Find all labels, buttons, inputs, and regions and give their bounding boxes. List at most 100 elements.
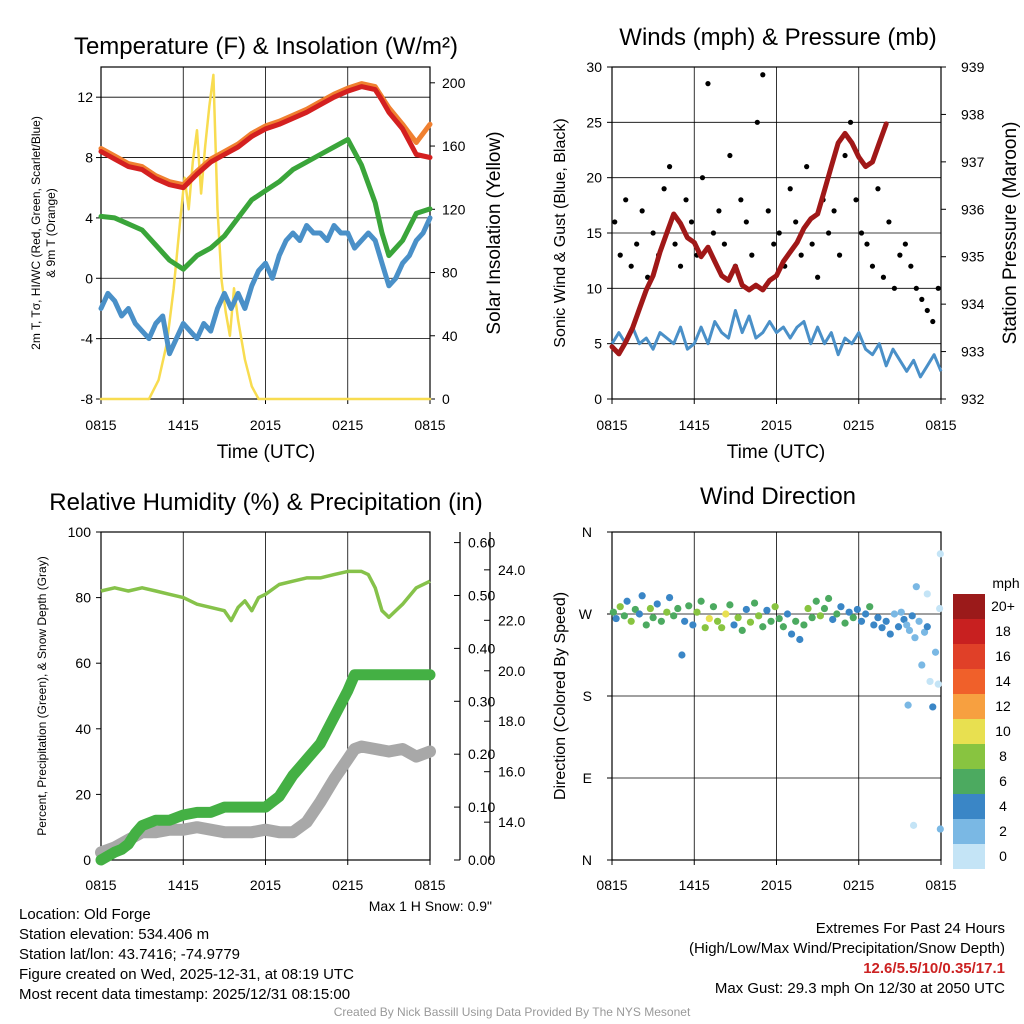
wind-gust-point [699, 175, 706, 181]
temp-series-2m-t [98, 84, 433, 191]
dir-point [908, 612, 916, 620]
dir-legend-label: 16 [995, 648, 1011, 664]
wind-gust-point [913, 285, 919, 291]
credit-line: Created By Nick Bassill Using Data Provi… [333, 1005, 691, 1019]
dir-point [779, 623, 787, 631]
wind-gust-point [749, 252, 755, 258]
temp-series-t- [98, 136, 433, 272]
dir-legend-swatch [953, 819, 985, 844]
dir-legend-label: 8 [999, 748, 1007, 764]
dir-point [934, 680, 942, 688]
rh-x-tick-label: 0215 [332, 877, 363, 893]
wind-gust-point [771, 241, 777, 247]
wind-gust-point [886, 219, 892, 225]
dir-point [824, 594, 833, 603]
dir-point [812, 597, 820, 605]
max-gust: Max Gust: 29.3 mph On 12/30 at 2050 UTC [714, 980, 1005, 997]
dir-y-tick-label: N [582, 852, 592, 868]
dir-legend-label: 4 [999, 798, 1007, 814]
dir-point [620, 612, 628, 620]
wind-y2-tick-label: 934 [961, 296, 985, 312]
rh-x-tick-label: 0815 [85, 877, 116, 893]
dir-point [886, 630, 894, 638]
dir-point [635, 610, 644, 618]
dir-point [890, 610, 898, 618]
dir-point [701, 624, 709, 632]
temp-y-tick-label: 4 [85, 210, 93, 226]
wind-title: Winds (mph) & Pressure (mb) [619, 24, 936, 51]
dir-point [897, 608, 905, 616]
dir-point [837, 603, 845, 611]
wind-gust-point [705, 81, 711, 87]
dir-point [918, 661, 926, 669]
rh-series-precipitation [95, 669, 436, 866]
wind-x-axis-label: Time (UTC) [727, 442, 826, 463]
temp-series-solar-insolation [99, 73, 432, 401]
dir-point [722, 610, 730, 618]
station-latlon: Station lat/lon: 43.7416; -74.9779 [19, 946, 241, 963]
dir-point [678, 651, 686, 659]
temp-y2-tick-label: 0 [442, 391, 450, 407]
dir-x-tick-label: 0815 [596, 877, 627, 893]
wind-gust-point [612, 219, 618, 225]
station-info: Location: Old Forge Station elevation: 5… [19, 905, 354, 1005]
wind-gust-point [902, 241, 908, 247]
dir-point [931, 648, 940, 656]
wind-x-tick-label: 1415 [679, 417, 710, 433]
dir-point [936, 604, 944, 613]
dir-legend-label: 6 [999, 773, 1007, 789]
rh-title: Relative Humidity (%) & Precipitation (i… [49, 489, 482, 516]
dir-point [909, 821, 918, 829]
dir-point [923, 623, 931, 631]
dir-y-tick-label: S [583, 688, 592, 704]
wind-x-tick-label: 0215 [843, 417, 874, 433]
dir-point [853, 605, 861, 614]
wind-gust-point [908, 263, 914, 269]
temp-y-tick-label: -8 [81, 391, 94, 407]
dir-point [870, 621, 878, 629]
wind-series-sonic-wind [610, 309, 943, 379]
wind-gust-point [924, 307, 930, 314]
dir-legend-swatch [953, 669, 985, 694]
dir-point [730, 621, 738, 629]
dir-legend-label: 2 [999, 823, 1007, 839]
extremes-header: Extremes For Past 24 Hours [815, 920, 1005, 937]
wind-gust-point [743, 219, 749, 225]
dir-point [653, 600, 661, 608]
wind-y-axis-label: Sonic Wind & Gust (Blue, Black) [552, 118, 569, 347]
rh-y-axis-label: Percent, Precipitation (Green), & Snow D… [35, 556, 49, 835]
dir-x-tick-label: 2015 [761, 877, 792, 893]
dir-point [796, 635, 804, 644]
station-location: Location: Old Forge [19, 906, 151, 923]
temp-y-tick-label: 0 [85, 270, 93, 286]
wind-gust-point [825, 230, 832, 236]
wind-gust-point [787, 186, 793, 192]
temp-y2-tick-label: 200 [442, 75, 466, 91]
rh-max-snow-annotation: Max 1 H Snow: 0.9" [369, 898, 492, 914]
dir-legend-title: mph [992, 575, 1019, 591]
dir-point [862, 610, 870, 618]
dir-point [804, 604, 812, 613]
wind-gust-point [639, 208, 645, 214]
dir-point [718, 624, 726, 632]
temp-y2-tick-label: 40 [442, 328, 458, 344]
wind-gust-point [738, 197, 744, 203]
wind-gust-point [688, 219, 695, 225]
dir-point [866, 603, 874, 611]
dir-point [816, 612, 824, 620]
dir-point [646, 604, 654, 613]
dir-point [936, 825, 944, 833]
wind-y2-tick-label: 933 [961, 344, 985, 360]
dir-point [775, 614, 783, 623]
temp-y2-tick-label: 160 [442, 138, 466, 154]
wind-gust-point [880, 274, 887, 280]
rh-y3-tick-label: 24.0 [498, 562, 525, 578]
wind-x-tick-label: 2015 [761, 417, 792, 433]
wind-y2-tick-label: 939 [961, 59, 985, 75]
rh-y2-tick-label: 0.00 [468, 852, 495, 868]
dir-point [767, 617, 775, 625]
dir-point [792, 617, 800, 625]
dir-point [742, 605, 750, 614]
rh-y3-tick-label: 16.0 [498, 764, 525, 780]
dir-legend-label: 14 [995, 673, 1011, 689]
